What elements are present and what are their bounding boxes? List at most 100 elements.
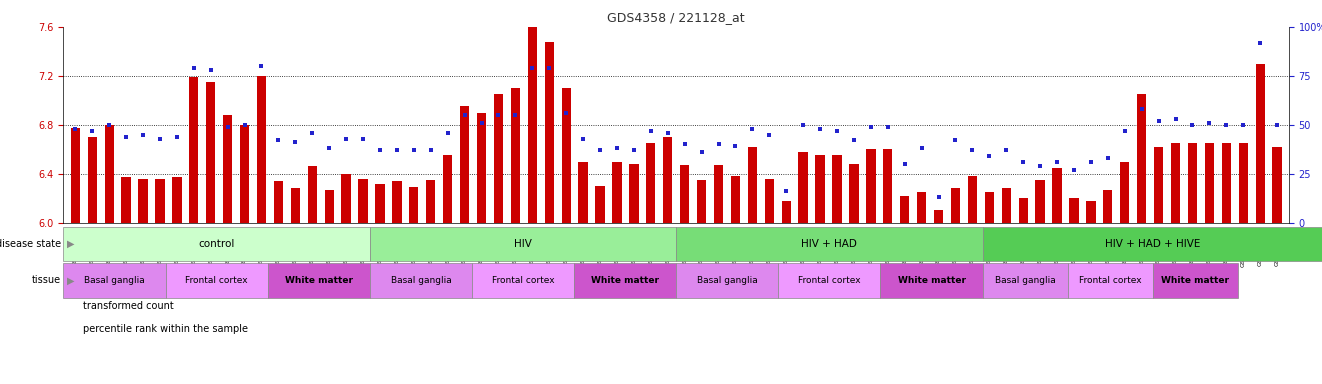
Point [1013, 159, 1034, 165]
Bar [816, 156, 825, 223]
Bar [883, 149, 892, 223]
Bar [677, 263, 779, 298]
Point [607, 145, 628, 151]
Point [200, 67, 221, 73]
Bar [206, 82, 215, 223]
Text: HIV + HAD: HIV + HAD [801, 239, 858, 249]
Bar [122, 177, 131, 223]
Point [488, 112, 509, 118]
Point [590, 147, 611, 153]
Point [336, 136, 357, 142]
Point [438, 129, 459, 136]
Point [1232, 122, 1253, 128]
Point [420, 147, 442, 153]
Bar [1069, 198, 1079, 223]
Point [284, 139, 305, 146]
Bar [1153, 263, 1237, 298]
Point [640, 127, 661, 134]
Bar [324, 190, 334, 223]
Bar [1273, 147, 1282, 223]
Bar [1035, 180, 1044, 223]
Point [861, 124, 882, 130]
Point [691, 149, 713, 155]
Point [911, 145, 932, 151]
Bar [982, 263, 1068, 298]
Point [538, 65, 559, 71]
Bar [968, 176, 977, 223]
Text: Basal ganglia: Basal ganglia [697, 276, 758, 285]
Point [353, 136, 374, 142]
Bar [764, 179, 773, 223]
Text: White matter: White matter [591, 276, 660, 285]
Bar [646, 143, 656, 223]
Bar [460, 106, 469, 223]
Text: HIV: HIV [514, 239, 531, 249]
Point [132, 132, 153, 138]
Bar [849, 164, 858, 223]
Bar [1103, 190, 1113, 223]
Bar [595, 186, 604, 223]
Text: Basal ganglia: Basal ganglia [994, 276, 1055, 285]
Point [1182, 122, 1203, 128]
Point [217, 124, 238, 130]
Text: ▶: ▶ [67, 275, 75, 285]
Point [657, 129, 678, 136]
Point [301, 129, 323, 136]
Bar [1052, 168, 1062, 223]
Bar [880, 263, 982, 298]
Text: disease state: disease state [0, 239, 61, 249]
Point [1063, 167, 1084, 173]
Text: Basal ganglia: Basal ganglia [390, 276, 451, 285]
Bar [1120, 162, 1129, 223]
Bar [664, 137, 673, 223]
Point [826, 127, 847, 134]
Point [319, 145, 340, 151]
Point [724, 143, 746, 149]
Point [945, 137, 966, 144]
Bar [1222, 143, 1231, 223]
Point [623, 147, 644, 153]
Text: HIV + HAD + HIVE: HIV + HAD + HIVE [1105, 239, 1200, 249]
Bar [779, 263, 880, 298]
Bar [731, 176, 740, 223]
Bar [510, 88, 520, 223]
Bar [798, 152, 808, 223]
Bar [1087, 201, 1096, 223]
Point [386, 147, 407, 153]
Point [251, 63, 272, 69]
Point [1097, 155, 1118, 161]
Bar [87, 137, 97, 223]
Bar [477, 113, 486, 223]
Point [809, 126, 830, 132]
Bar [172, 177, 181, 223]
Bar [900, 196, 910, 223]
Bar [933, 210, 943, 223]
Point [234, 122, 255, 128]
Point [1132, 106, 1153, 112]
Bar [680, 165, 689, 223]
Bar [1018, 198, 1029, 223]
Bar [370, 227, 677, 261]
Point [1147, 118, 1169, 124]
Point [776, 188, 797, 194]
Bar [748, 147, 758, 223]
Bar [358, 179, 368, 223]
Point [149, 136, 171, 142]
Bar [223, 115, 233, 223]
Bar [375, 184, 385, 223]
Bar [1171, 143, 1181, 223]
Point [928, 194, 949, 200]
Bar [370, 263, 472, 298]
Bar [426, 180, 435, 223]
Bar [104, 125, 114, 223]
Point [1199, 120, 1220, 126]
Text: Basal ganglia: Basal ganglia [85, 276, 145, 285]
Bar [1204, 143, 1214, 223]
Point [65, 126, 86, 132]
Point [82, 127, 103, 134]
Point [369, 147, 390, 153]
Point [453, 112, 475, 118]
Bar [274, 181, 283, 223]
Text: White matter: White matter [1161, 276, 1229, 285]
Bar [308, 166, 317, 223]
